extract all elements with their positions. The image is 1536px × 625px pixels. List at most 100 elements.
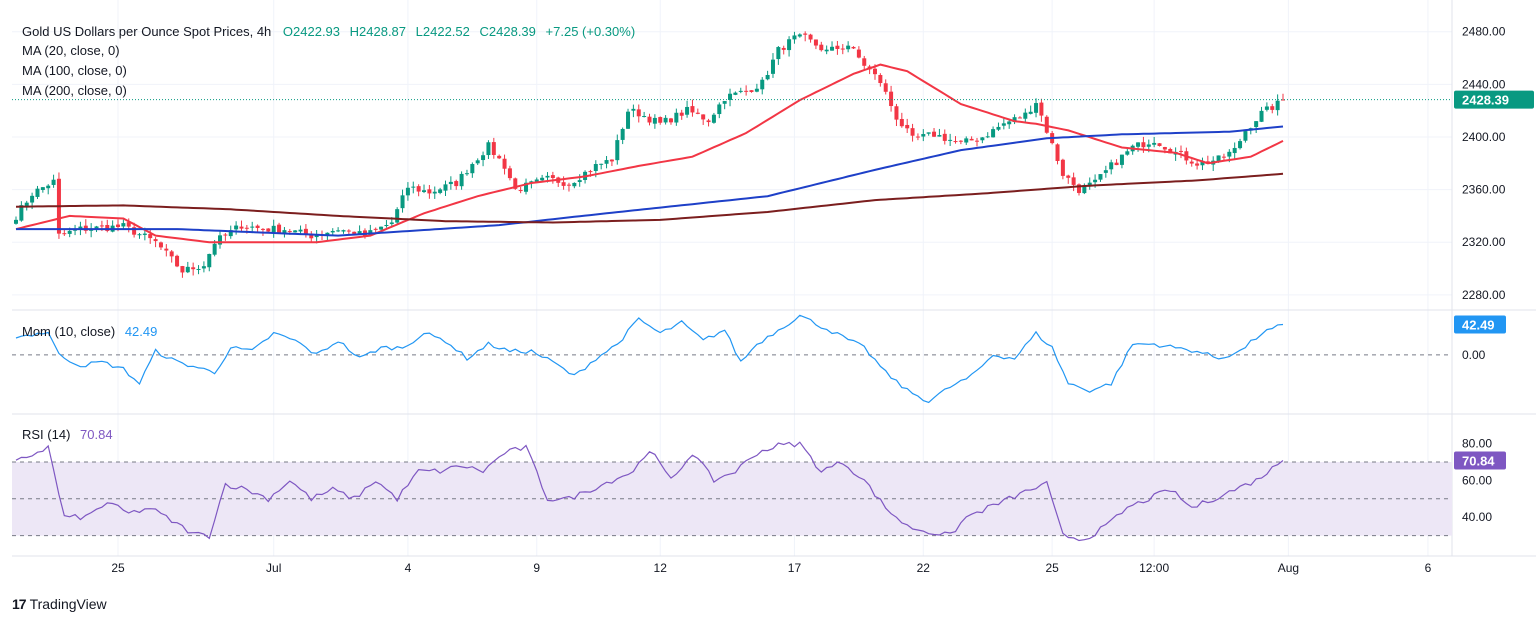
candle-body <box>282 230 287 234</box>
candle-body <box>277 224 282 233</box>
candle-body <box>1093 179 1098 183</box>
candle-body <box>40 187 45 190</box>
candle-body <box>910 128 915 136</box>
candle-body <box>137 234 142 236</box>
rsi-tick-label: 60.00 <box>1462 473 1492 487</box>
candle-body <box>448 181 453 185</box>
candle-body <box>851 46 856 49</box>
candle-body <box>357 231 362 235</box>
momentum-pane[interactable] <box>12 314 1452 404</box>
candle-body <box>1082 185 1087 194</box>
candle-body <box>153 239 158 242</box>
candle-body <box>201 266 206 269</box>
candle-body <box>502 158 507 169</box>
symbol-title: Gold US Dollars per Ounce Spot Prices, 4… <box>22 24 272 39</box>
candle-body <box>352 231 357 236</box>
candle-body <box>1071 177 1076 185</box>
candle-body <box>121 223 126 227</box>
candle-body <box>1238 141 1243 149</box>
candle-body <box>695 112 700 114</box>
x-tick-label: Jul <box>266 561 281 575</box>
candle-body <box>309 233 314 239</box>
candle-body <box>792 35 797 40</box>
candle-body <box>384 224 389 227</box>
ma20-line <box>15 63 1284 244</box>
price-tick-label: 2320.00 <box>1462 235 1506 249</box>
rsi-pane[interactable] <box>12 441 1452 542</box>
candle-body <box>862 58 867 66</box>
candle-body <box>974 140 979 142</box>
candle-body <box>336 230 341 232</box>
candle-body <box>894 106 899 120</box>
candle-body <box>728 93 733 100</box>
x-tick-label: 22 <box>917 561 931 575</box>
candle-body <box>1168 148 1173 154</box>
candle-body <box>175 255 180 267</box>
candle-body <box>615 140 620 161</box>
price-pane[interactable] <box>12 31 1452 278</box>
tradingview-brand[interactable]: 17 TradingView <box>12 596 107 612</box>
candle-body <box>395 209 400 223</box>
candle-body <box>744 90 749 92</box>
candle-body <box>540 177 545 181</box>
candle-body <box>271 225 276 233</box>
candle-body <box>14 219 18 224</box>
rsi-legend[interactable]: RSI (14) 70.84 <box>22 425 113 444</box>
momentum-legend[interactable]: Mom (10, close) 42.49 <box>22 322 157 341</box>
candle-body <box>486 142 491 156</box>
candle-body <box>566 184 571 186</box>
ma100-legend[interactable]: MA (100, close, 0) <box>22 61 127 80</box>
ma20-legend[interactable]: MA (20, close, 0) <box>22 41 120 60</box>
candle-body <box>443 184 448 191</box>
candle-body <box>577 180 582 183</box>
candle-body <box>438 189 443 193</box>
candle-body <box>164 248 169 251</box>
candle-body <box>738 90 743 92</box>
rsi-tick-label: 80.00 <box>1462 437 1492 451</box>
candle-body <box>411 186 416 188</box>
candle-body <box>932 131 937 137</box>
candle-body <box>142 233 147 235</box>
candle-body <box>341 230 346 232</box>
candle-body <box>180 266 185 273</box>
candle-body <box>754 88 759 92</box>
high-value: H2428.87 <box>349 24 407 39</box>
candle-body <box>915 136 920 138</box>
candle-body <box>830 46 835 51</box>
candle-body <box>942 133 947 141</box>
candle-body <box>497 155 502 159</box>
candle-body <box>679 112 684 116</box>
candle-body <box>985 136 990 138</box>
price-tick-label: 2400.00 <box>1462 130 1506 144</box>
candle-body <box>67 230 72 234</box>
x-tick-label: 25 <box>1045 561 1059 575</box>
candle-body <box>507 168 512 179</box>
grid <box>12 0 1452 556</box>
tradingview-logo-icon: 17 <box>12 596 27 612</box>
candle-body <box>223 234 228 236</box>
candle-body <box>1178 150 1183 152</box>
axes: 25 Jul 4 9 12 17 22 25 12:00 Aug 6 2480.00 2440.00 24… <box>111 25 1534 575</box>
candle-body <box>1017 117 1022 119</box>
candle-body <box>518 190 523 192</box>
candle-body <box>1195 163 1200 166</box>
candle-body <box>1103 170 1108 173</box>
candle-body <box>314 235 319 238</box>
candle-body <box>770 59 775 74</box>
candle-body <box>647 116 652 123</box>
candle-body <box>588 171 593 173</box>
candle-body <box>1232 147 1237 154</box>
panes <box>12 0 1536 557</box>
candle-body <box>389 222 394 225</box>
candle-body <box>1275 100 1280 111</box>
candle-body <box>19 205 24 221</box>
last-price-label: 2428.39 <box>1462 93 1509 108</box>
candle-body <box>604 160 609 164</box>
momentum-badge-label: 42.49 <box>1462 318 1495 333</box>
momentum-badge <box>1454 315 1506 334</box>
ma200-legend[interactable]: MA (200, close, 0) <box>22 81 127 100</box>
candle-body <box>819 44 824 51</box>
candle-body <box>524 182 529 192</box>
candle-body <box>1281 99 1285 101</box>
candle-body <box>126 222 131 227</box>
